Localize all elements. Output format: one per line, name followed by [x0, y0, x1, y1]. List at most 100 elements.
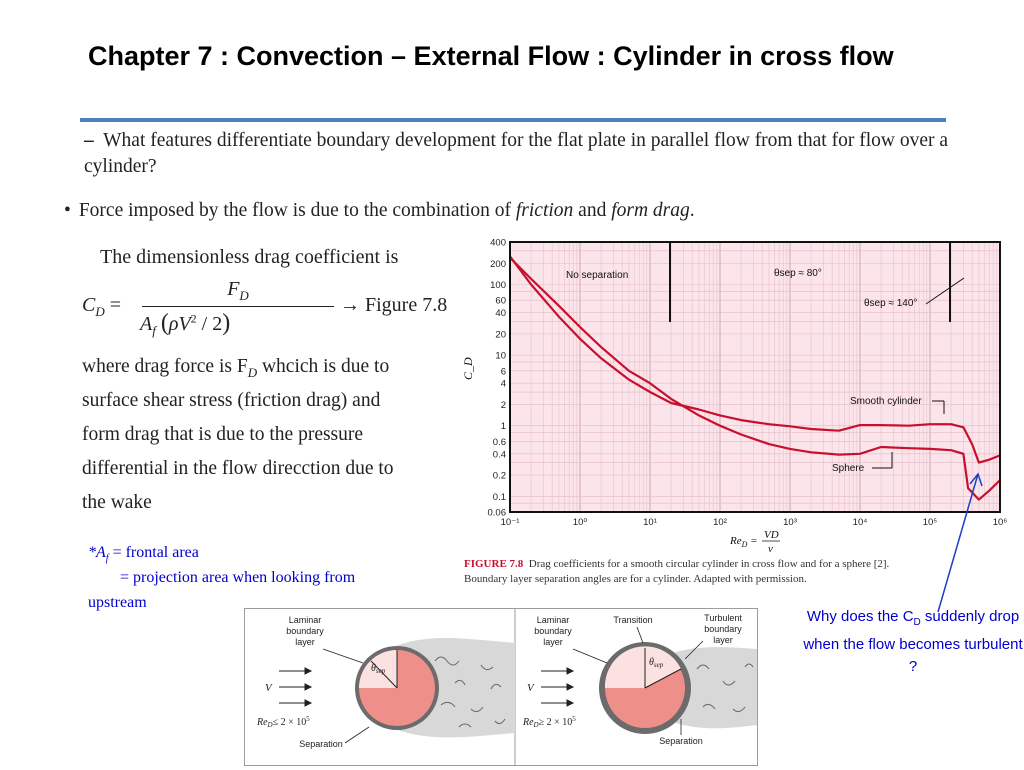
af-sub: f [105, 553, 109, 565]
y-tick-label: 400 [490, 238, 506, 249]
turb-label-2: boundary [704, 624, 742, 634]
eq-den-div: / 2 [201, 313, 223, 335]
turbulent-theta: θsep [649, 657, 664, 669]
y-tick-label: 100 [490, 280, 506, 291]
x-tick-label: 10³ [783, 517, 797, 528]
laminar-sep-label: Separation [299, 739, 343, 749]
plot-area [510, 242, 1000, 512]
drag-intro: The dimensionless drag coefficient is [100, 246, 399, 268]
transition-label: Transition [613, 615, 652, 625]
series-sphere [509, 256, 1001, 501]
slide-title: Chapter 7 : Convection – External Flow :… [88, 41, 894, 71]
y-tick-label: 2 [501, 400, 506, 411]
turb-lam-label-1: Laminar [537, 615, 570, 625]
eq-den-a: A [140, 313, 153, 335]
grid [509, 241, 1000, 513]
turb-lam-leader [572, 648, 608, 664]
question-text: – What features differentiate boundary d… [84, 128, 954, 180]
turbulent-panel: θsep Laminar boundary layer Transition T… [522, 613, 757, 746]
laminar-labels: Laminar boundary layer Separation [286, 615, 343, 749]
series-smooth-cylinder [509, 255, 1001, 464]
af-note-line2: = projection area when looking from [120, 569, 356, 586]
y-tick-label: 10 [495, 351, 506, 362]
para-line-2: surface shear stress (friction drag) and [82, 390, 381, 411]
turb-label-1: Turbulent [704, 613, 742, 623]
force-form: form drag [611, 200, 690, 221]
turbulent-sep-label: Separation [659, 736, 703, 746]
x-tick-label: 10⁰ [573, 517, 588, 528]
para-tail: whcich is due to [257, 356, 390, 377]
laminar-sep-line-d [370, 660, 398, 689]
laminar-label-2: boundary [286, 626, 324, 636]
y-tick-label: 0.1 [493, 492, 506, 503]
turbulent-re-label: ReD≥ 2 × 105 [522, 715, 576, 729]
drag-equation: CD = FD Af (ρV2 / 2) → Figure 7.8 [82, 278, 448, 338]
y-tick-label: 40 [495, 308, 506, 319]
laminar-panel: θsep Laminar boundary layer Separation V… [256, 615, 515, 749]
para-line-4: differential in the flow direcction due … [82, 458, 394, 479]
y-tick-label: 200 [490, 259, 506, 270]
af-label: *A [88, 544, 106, 561]
eq-den-sq: 2 [190, 311, 197, 326]
laminar-label-1: Laminar [289, 615, 322, 625]
y-tick-label: 60 [495, 296, 506, 307]
eq-ref: → Figure 7.8 [340, 294, 448, 316]
eq-num: F [227, 278, 240, 300]
laminar-label-3: layer [295, 637, 315, 647]
x-tick-label: 10⁵ [923, 517, 938, 528]
plot-frame [509, 241, 1001, 513]
turb-lam-label-2: boundary [534, 626, 572, 636]
annotation-smooth-cylinder: Smooth cylinder [850, 396, 922, 407]
y-tick-label: 0.4 [493, 449, 506, 460]
x-axis-label: ReD = VD ν [729, 529, 780, 554]
x-tick-label: 10² [713, 517, 727, 528]
annotation-theta-140: θsep ≈ 140° [864, 298, 917, 309]
eq-lhs-sub: D [95, 304, 105, 319]
annotation-sphere: Sphere [832, 463, 865, 474]
para-line-3: form drag that is due to the pressure [82, 424, 364, 445]
annotation-no-separation: No separation [566, 270, 628, 281]
y-tick-label: 0.6 [493, 437, 506, 448]
y-tick-label: 6 [501, 366, 506, 377]
annotation-theta-80: θsep ≈ 80° [774, 268, 822, 279]
eq-lhs: C [82, 294, 96, 316]
para-line-5: the wake [82, 492, 152, 513]
turbulent-labels: Laminar boundary layer Transition Turbul… [534, 613, 742, 746]
transition-leader [636, 626, 644, 644]
x-tick-label: 10¹ [643, 517, 657, 528]
caption-text-1: Drag coefficients for a smooth circular … [528, 558, 890, 570]
turbulent-flow-arrows [541, 667, 575, 707]
cylinder-flow-figure: θsep Laminar boundary layer Separation V… [244, 608, 758, 766]
x-tick-label: 10⁻¹ [501, 517, 520, 528]
annot-pre: Why does the C [806, 608, 914, 625]
svg-text:ReD =: ReD = [729, 535, 758, 549]
af-eq: = frontal area [108, 544, 199, 561]
annot-post: suddenly drop when the flow becomes turb… [803, 608, 1023, 675]
para-line-1-text: where drag force is F [82, 356, 248, 377]
annotation-arrow [937, 472, 983, 613]
para-sub: D [247, 364, 258, 380]
laminar-leader [322, 648, 364, 664]
laminar-theta: θsep [371, 663, 386, 675]
figure-caption: FIGURE 7.8 Drag coefficients for a smoot… [464, 557, 889, 587]
af-note-line3: upstream [88, 594, 147, 611]
bullet-mark: • [64, 200, 71, 221]
x-tick-label: 10⁶ [993, 517, 1008, 528]
y-tick-label: 4 [501, 379, 506, 390]
title-rule [80, 118, 946, 122]
annotation-leader-140 [925, 277, 965, 305]
curves [509, 255, 1001, 501]
force-bullet: • Force imposed by the flow is due to the… [64, 200, 695, 222]
turbulence-question: Why does the CD suddenly drop when the f… [800, 606, 1024, 678]
svg-text:ν: ν [768, 543, 773, 554]
para-line-1: where drag force is FD whcich is due to [82, 356, 389, 381]
eq-num-sub: D [239, 288, 249, 303]
laminar-v-label: V [265, 682, 273, 694]
force-end: . [689, 200, 695, 221]
turb-lam-label-3: layer [543, 637, 563, 647]
y-axis-label: C_D [461, 357, 475, 380]
question-body: What features differentiate boundary dev… [84, 130, 948, 177]
eq-den-rho: ρV [168, 313, 191, 335]
turbulent-sep-sector [604, 646, 681, 688]
